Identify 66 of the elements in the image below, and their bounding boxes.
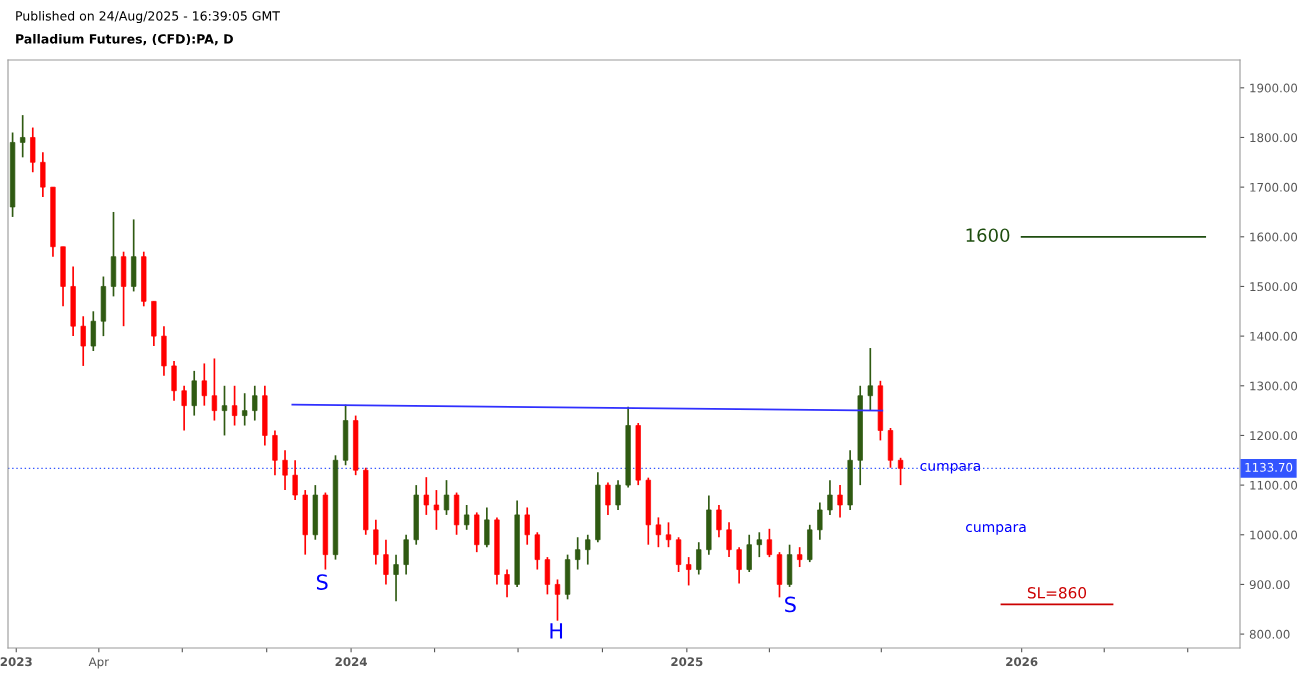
annotation: S xyxy=(785,596,796,613)
annotation: cumpara xyxy=(920,462,980,474)
y-tick-label: 1600.00 xyxy=(1250,232,1298,242)
series-label: SL=860 xyxy=(1027,587,1087,599)
chart-title: Palladium Futures, (CFD):PA, D xyxy=(16,33,233,46)
candlestick xyxy=(736,546,742,585)
y-tick-label: 1700.00 xyxy=(1250,182,1298,192)
candlestick xyxy=(867,347,873,412)
candlestick xyxy=(575,536,581,571)
candlestick xyxy=(201,362,207,407)
candlestick xyxy=(827,479,833,516)
candlestick xyxy=(696,541,702,576)
candlestick xyxy=(20,114,26,159)
candlestick xyxy=(615,479,621,511)
annotation: S xyxy=(316,574,328,590)
y-tick-label: 1800.00 xyxy=(1250,133,1298,143)
annotation: cumpara xyxy=(966,524,1026,535)
ref-line-label: 1133.70 xyxy=(1245,462,1293,472)
y-tick-label: 1200.00 xyxy=(1250,431,1298,441)
y-tick-label: 1300.00 xyxy=(1250,381,1298,391)
candlestick xyxy=(655,516,662,549)
series-label: 1600 xyxy=(966,228,1010,243)
candlestick xyxy=(504,568,510,599)
candlestick xyxy=(252,384,258,422)
candlestick xyxy=(242,392,248,427)
candlestick xyxy=(433,489,440,531)
y-tick-label: 1400.00 xyxy=(1250,331,1298,341)
candlestick xyxy=(605,481,611,516)
chart-subtitle: Published on 24/Aug/2025 - 16:39:05 GMT xyxy=(16,10,280,24)
y-tick-label: 800.00 xyxy=(1249,629,1290,639)
candlestick xyxy=(686,556,692,587)
x-tick-label: 2023 xyxy=(0,657,32,667)
candlestick xyxy=(585,533,591,566)
candlestick xyxy=(464,504,470,531)
x-tick-label: 2026 xyxy=(1006,657,1038,667)
candlestick xyxy=(897,456,904,486)
candlestick xyxy=(231,384,238,427)
candlestick xyxy=(282,449,288,491)
candlestick xyxy=(211,357,218,422)
y-tick-label: 1100.00 xyxy=(1250,480,1298,490)
x-tick-label: 2025 xyxy=(671,657,703,667)
candlestick xyxy=(766,527,773,558)
y-tick-label: 1500.00 xyxy=(1250,282,1298,292)
candlestick xyxy=(443,479,450,516)
candlestick xyxy=(292,459,298,501)
x-tick-label: 2024 xyxy=(335,657,367,667)
x-tick-label: Apr xyxy=(88,657,110,669)
candlestick xyxy=(726,521,732,558)
candlestick xyxy=(221,384,228,437)
candlestick xyxy=(524,506,530,546)
candlestick xyxy=(383,538,389,586)
candlestick xyxy=(797,546,803,568)
y-tick-label: 1900.00 xyxy=(1250,83,1298,93)
candlestick xyxy=(423,476,429,516)
candlestick xyxy=(393,553,399,603)
candlestick xyxy=(554,578,561,622)
candlestick xyxy=(80,315,86,367)
candlestick xyxy=(181,384,187,432)
candlestick xyxy=(837,484,843,519)
y-tick-label: 900.00 xyxy=(1249,580,1290,590)
y-tick-label: 1000.00 xyxy=(1250,530,1298,540)
annotation: H xyxy=(550,623,563,639)
candlestick xyxy=(665,521,672,549)
candlestick xyxy=(756,531,762,558)
candlestick xyxy=(817,501,823,541)
candlestick xyxy=(716,504,722,539)
